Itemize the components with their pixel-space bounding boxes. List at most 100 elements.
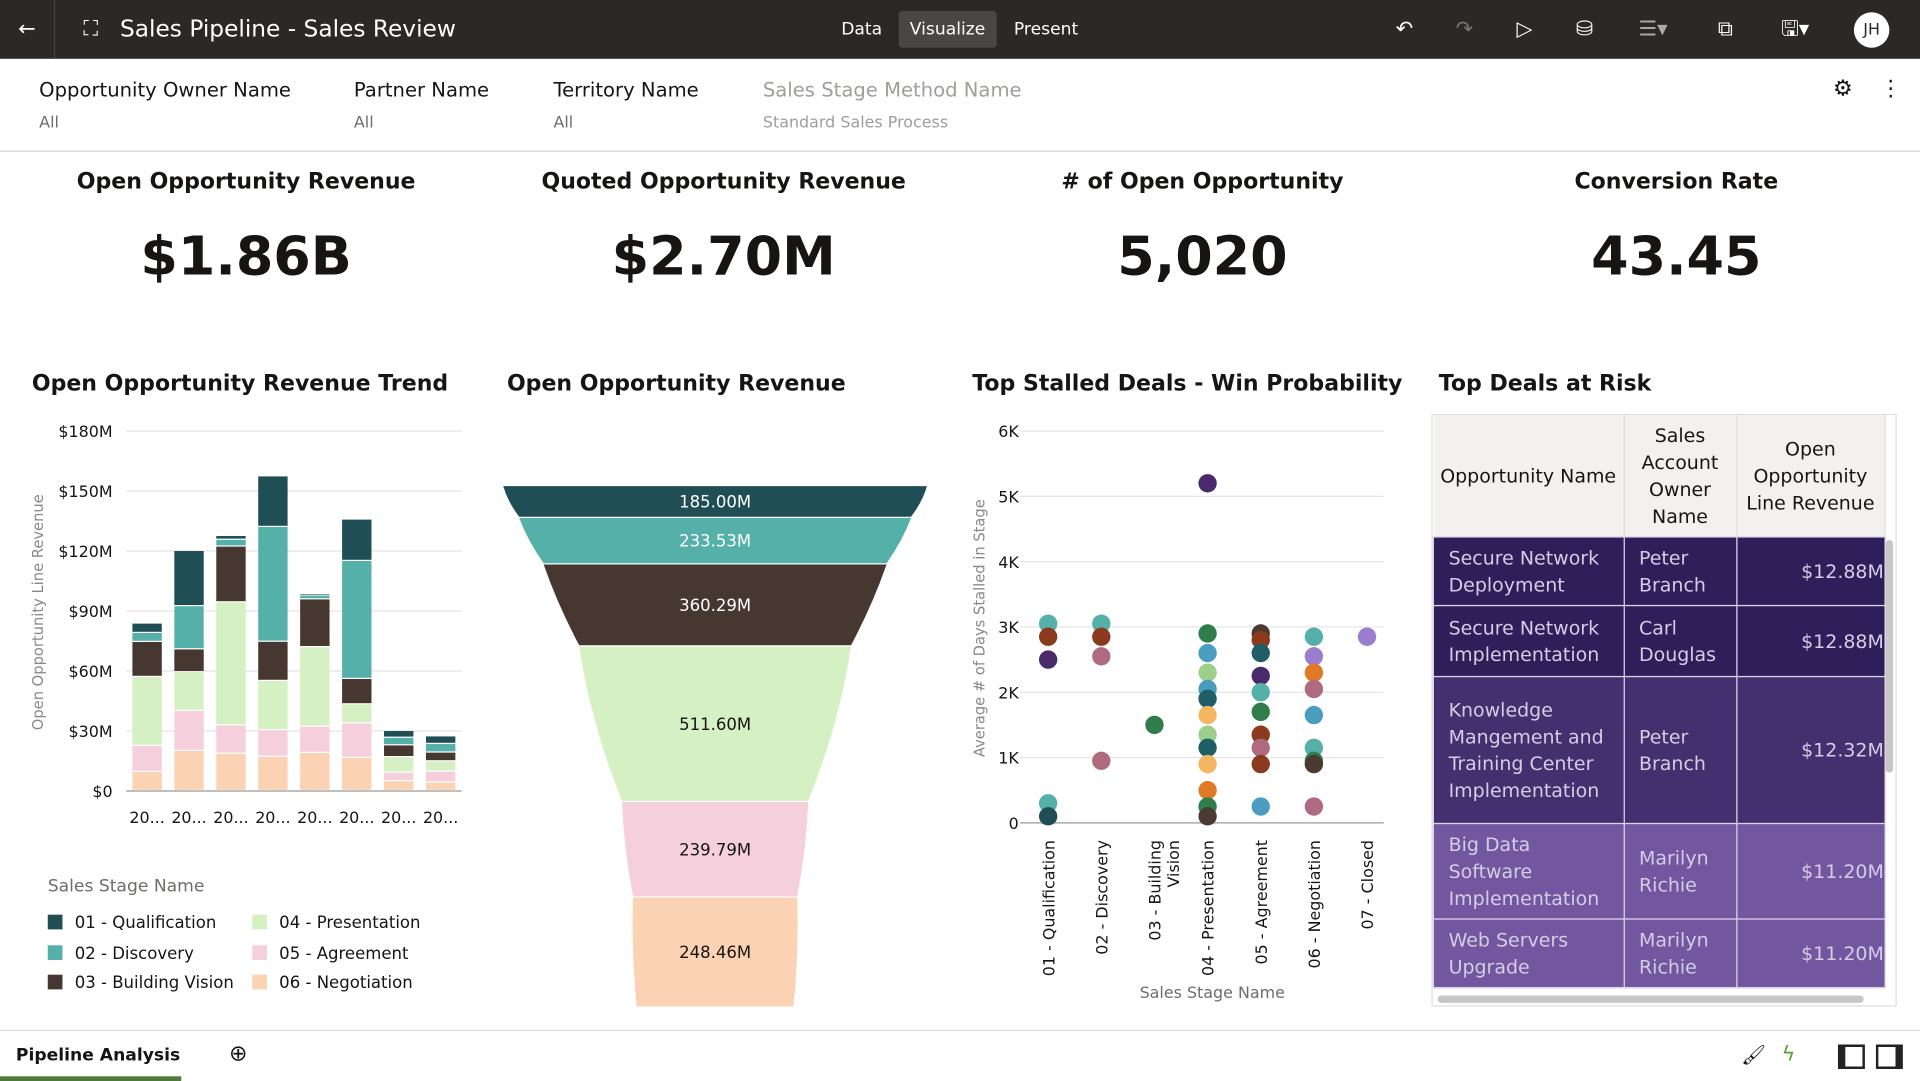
comment-icon[interactable]: ☰▾ — [1638, 17, 1668, 42]
bar-segment[interactable] — [132, 633, 162, 641]
add-canvas-icon[interactable]: ⊕ — [228, 1040, 248, 1067]
bar-segment[interactable] — [174, 649, 204, 671]
scatter-point[interactable] — [1198, 689, 1217, 708]
scatter-point[interactable] — [1198, 754, 1217, 774]
bar-segment[interactable] — [425, 761, 456, 771]
bar-segment[interactable] — [425, 752, 456, 761]
scatter-point[interactable] — [1304, 647, 1324, 666]
bar-segment[interactable] — [342, 723, 372, 757]
right-panel-icon[interactable] — [1875, 1044, 1903, 1069]
legend-item[interactable]: 05 - Agreement — [252, 943, 409, 963]
bar-segment[interactable] — [258, 641, 288, 680]
scatter-point[interactable] — [1092, 647, 1111, 666]
bar-segment[interactable] — [174, 672, 204, 710]
bar-segment[interactable] — [132, 642, 162, 676]
scatter-point[interactable] — [1251, 643, 1270, 663]
funnel-stage[interactable] — [622, 802, 809, 897]
scatter-point[interactable] — [1198, 643, 1217, 663]
legend-item[interactable]: 06 - Negotiation — [252, 973, 413, 993]
undo-icon[interactable]: ↶ — [1395, 17, 1414, 42]
scatter-point[interactable] — [1145, 715, 1164, 735]
vertical-scrollbar[interactable] — [1885, 540, 1894, 773]
bar-segment[interactable] — [425, 782, 456, 790]
filter-value[interactable]: All — [39, 113, 59, 133]
bar-segment[interactable] — [384, 757, 414, 772]
scatter-point[interactable] — [1038, 614, 1058, 633]
horizontal-scrollbar[interactable] — [1437, 995, 1864, 1003]
filter-opportunity-owner[interactable]: Opportunity Owner Name — [39, 78, 291, 102]
bar-segment[interactable] — [300, 726, 330, 752]
bar-segment[interactable] — [132, 772, 162, 790]
canvas-tab-pipeline-analysis[interactable]: Pipeline Analysis — [15, 1045, 181, 1066]
bar-segment[interactable] — [300, 753, 330, 790]
bar-segment[interactable] — [258, 527, 288, 641]
filter-value[interactable]: All — [553, 113, 574, 133]
bar-segment[interactable] — [174, 751, 204, 790]
bar-segment[interactable] — [300, 599, 330, 646]
scatter-point[interactable] — [1038, 627, 1058, 646]
filter-settings-icon[interactable]: ⚙ — [1833, 75, 1853, 102]
scatter-point[interactable] — [1198, 781, 1217, 800]
column-header[interactable]: Opportunity Name — [1433, 415, 1625, 537]
table-row[interactable]: Web Servers Upgrade Marilyn Richie $11.20M — [1432, 918, 1886, 989]
column-header[interactable]: Open Opportunity Line Revenue — [1736, 415, 1886, 537]
bar-segment[interactable] — [132, 677, 162, 745]
bar-segment[interactable] — [216, 753, 246, 790]
left-panel-icon[interactable] — [1837, 1044, 1865, 1069]
bar-segment[interactable] — [174, 711, 204, 750]
table-row[interactable]: Secure Network Deployment Peter Branch $12… — [1432, 536, 1886, 607]
tab-present[interactable]: Present — [1013, 19, 1079, 40]
bar-segment[interactable] — [216, 546, 246, 602]
tab-data[interactable]: Data — [841, 19, 883, 40]
bar-segment[interactable] — [384, 781, 414, 790]
scatter-point[interactable] — [1198, 705, 1217, 725]
bar-segment[interactable] — [342, 758, 372, 790]
bar-segment[interactable] — [258, 756, 288, 790]
scatter-point[interactable] — [1304, 797, 1324, 816]
bar-segment[interactable] — [132, 746, 162, 771]
scatter-point[interactable] — [1304, 627, 1324, 646]
bar-segment[interactable] — [216, 539, 246, 546]
scatter-point[interactable] — [1304, 679, 1324, 699]
scatter-point[interactable] — [1198, 624, 1217, 643]
scatter-point[interactable] — [1357, 627, 1377, 646]
scatter-point[interactable] — [1038, 807, 1058, 826]
export-icon[interactable]: ⧉ — [1717, 17, 1733, 42]
bar-segment[interactable] — [132, 623, 162, 632]
scatter-point[interactable] — [1198, 738, 1217, 757]
bar-segment[interactable] — [174, 606, 204, 649]
scatter-point[interactable] — [1304, 738, 1324, 757]
bar-segment[interactable] — [342, 519, 372, 560]
column-header[interactable]: Sales Account Owner Name — [1623, 415, 1737, 537]
bar-segment[interactable] — [425, 744, 456, 752]
funnel-stage[interactable] — [579, 646, 852, 801]
funnel-stage[interactable] — [543, 564, 887, 646]
table-row[interactable]: Knowledge Mangement and Training Center … — [1432, 675, 1886, 825]
scatter-point[interactable] — [1038, 650, 1058, 669]
back-arrow-icon[interactable]: ← — [18, 17, 36, 42]
scatter-point[interactable] — [1251, 630, 1270, 650]
filter-value[interactable]: All — [353, 113, 374, 133]
filter-territory[interactable]: Territory Name — [553, 78, 699, 102]
legend-item[interactable]: 02 - Discovery — [47, 943, 194, 963]
bar-segment[interactable] — [258, 730, 288, 756]
scatter-point[interactable] — [1038, 794, 1058, 813]
scatter-point[interactable] — [1092, 751, 1111, 771]
bar-segment[interactable] — [300, 594, 330, 596]
scatter-point[interactable] — [1092, 614, 1111, 633]
scatter-point[interactable] — [1251, 702, 1270, 722]
scatter-point[interactable] — [1304, 705, 1324, 725]
bar-segment[interactable] — [258, 681, 288, 729]
save-icon[interactable]: 🖫▾ — [1781, 17, 1810, 42]
scatter-point[interactable] — [1251, 797, 1270, 816]
scatter-point[interactable] — [1304, 754, 1324, 774]
data-refresh-icon[interactable]: ⛁ — [1575, 17, 1594, 42]
scatter-point[interactable] — [1251, 725, 1270, 744]
scatter-point[interactable] — [1198, 807, 1217, 826]
scatter-point[interactable] — [1251, 754, 1270, 774]
scatter-point[interactable] — [1092, 627, 1111, 646]
table-row[interactable]: Big Data Software Implementation Marilyn … — [1432, 822, 1886, 920]
legend-item[interactable]: 04 - Presentation — [252, 913, 421, 933]
bar-segment[interactable] — [258, 476, 288, 526]
scatter-point[interactable] — [1251, 683, 1270, 702]
